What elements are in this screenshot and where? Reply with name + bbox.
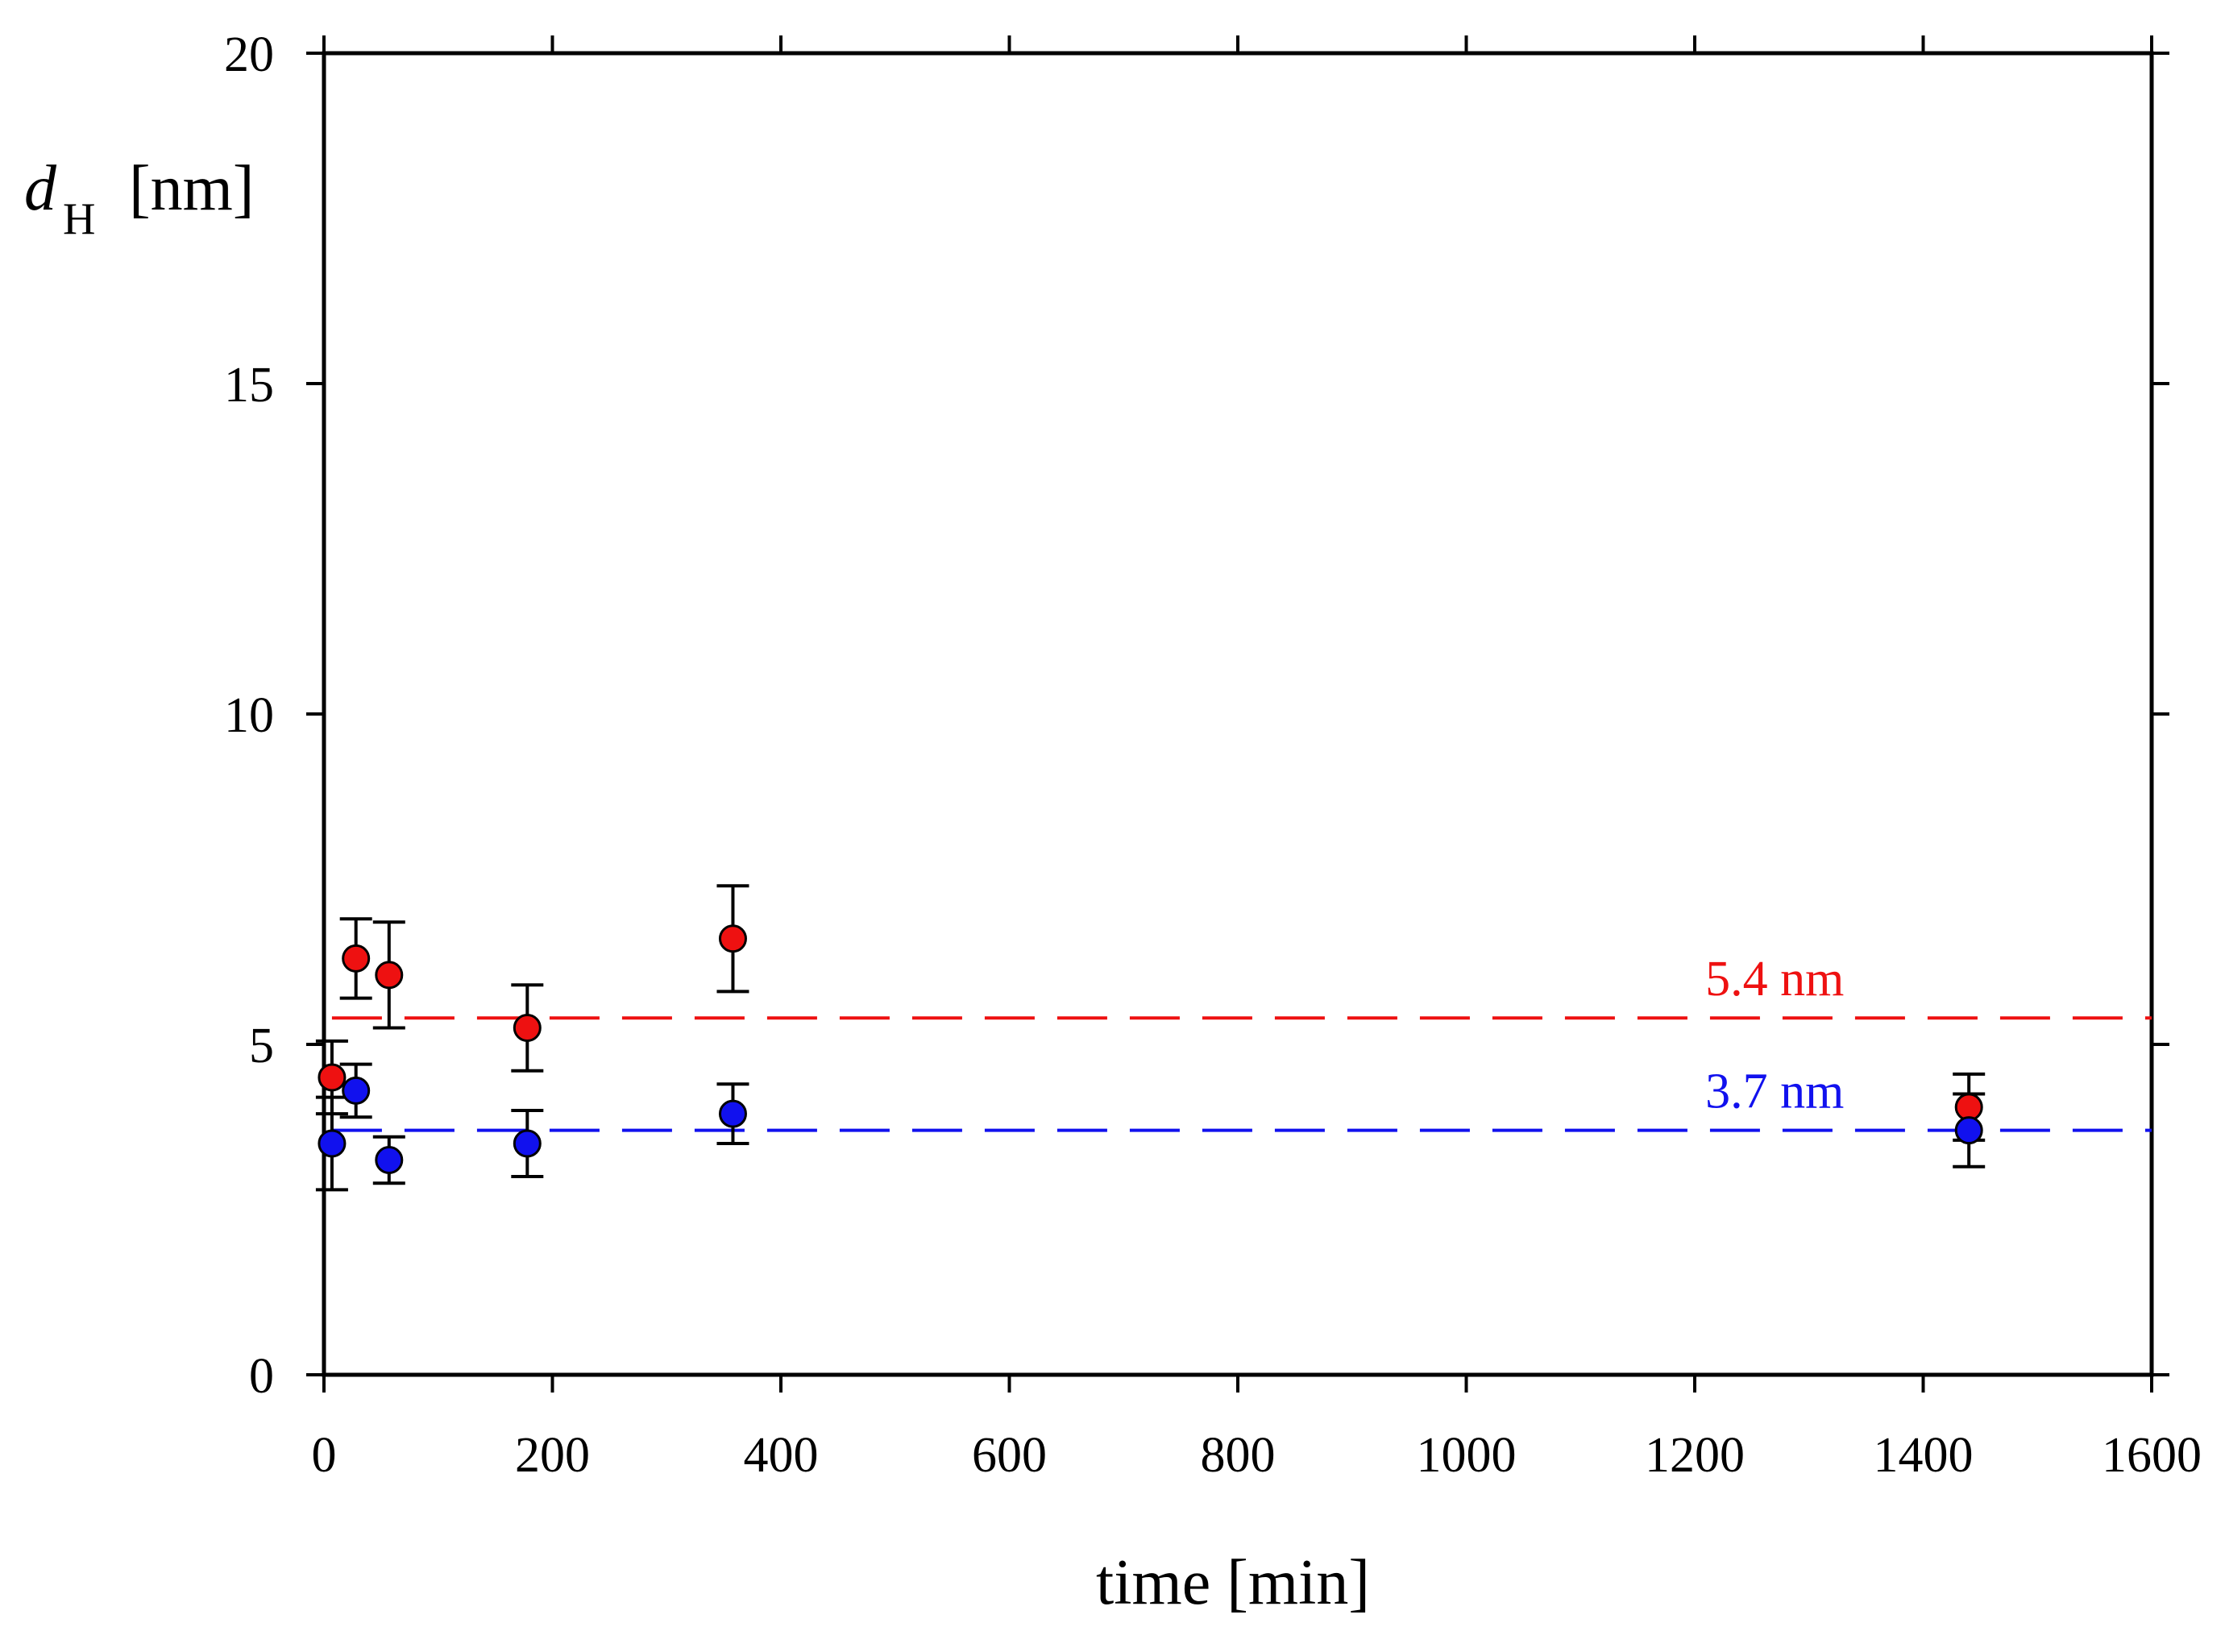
data-point [342,944,371,973]
x-tick-label: 200 [515,1428,590,1483]
tick-labels: 0 200 400 600 800 1000 1200 1400 1600 0 5 10 15 20 [224,27,2202,1483]
data-point [375,961,404,990]
x-tick-label: 0 [312,1428,337,1483]
data-point [318,1129,347,1158]
y-axis-title-unit: [nm] [129,153,255,224]
data-point [718,1099,747,1128]
data-point [342,1076,371,1105]
x-tick-label: 800 [1201,1428,1276,1483]
x-tick-label: 1400 [1874,1428,1974,1483]
data-point [375,1146,404,1174]
x-tick-label: 1200 [1645,1428,1745,1483]
data-point [1954,1116,1983,1145]
error-bars [315,884,1986,1192]
data-point [718,924,747,953]
plot-frame [322,51,2154,1377]
data-point [513,1014,542,1042]
y-tick-label: 10 [224,688,274,743]
reference-line-label: 5.4 nm [1705,952,1844,1007]
reference-line-label: 3.7 nm [1705,1065,1844,1119]
axis-ticks [306,35,2169,1393]
x-axis-title: time [min] [1096,1547,1370,1618]
y-tick-label: 5 [249,1019,274,1073]
x-tick-label: 1600 [2102,1428,2202,1483]
data-points [318,924,1983,1174]
y-axis-title: d H [nm] [24,153,255,244]
y-tick-label: 0 [249,1349,274,1404]
x-tick-label: 400 [744,1428,819,1483]
y-axis-title-subscript: H [63,194,95,244]
x-tick-label: 1000 [1417,1428,1517,1483]
y-tick-label: 20 [224,27,274,82]
y-axis-title-symbol: d [24,153,57,224]
x-tick-label: 600 [972,1428,1047,1483]
data-point [513,1129,542,1158]
y-tick-label: 15 [224,358,274,413]
reference-lines [331,1016,2152,1132]
data-point [318,1063,347,1092]
reference-labels: 5.4 nm 3.7 nm [1705,952,1844,1119]
